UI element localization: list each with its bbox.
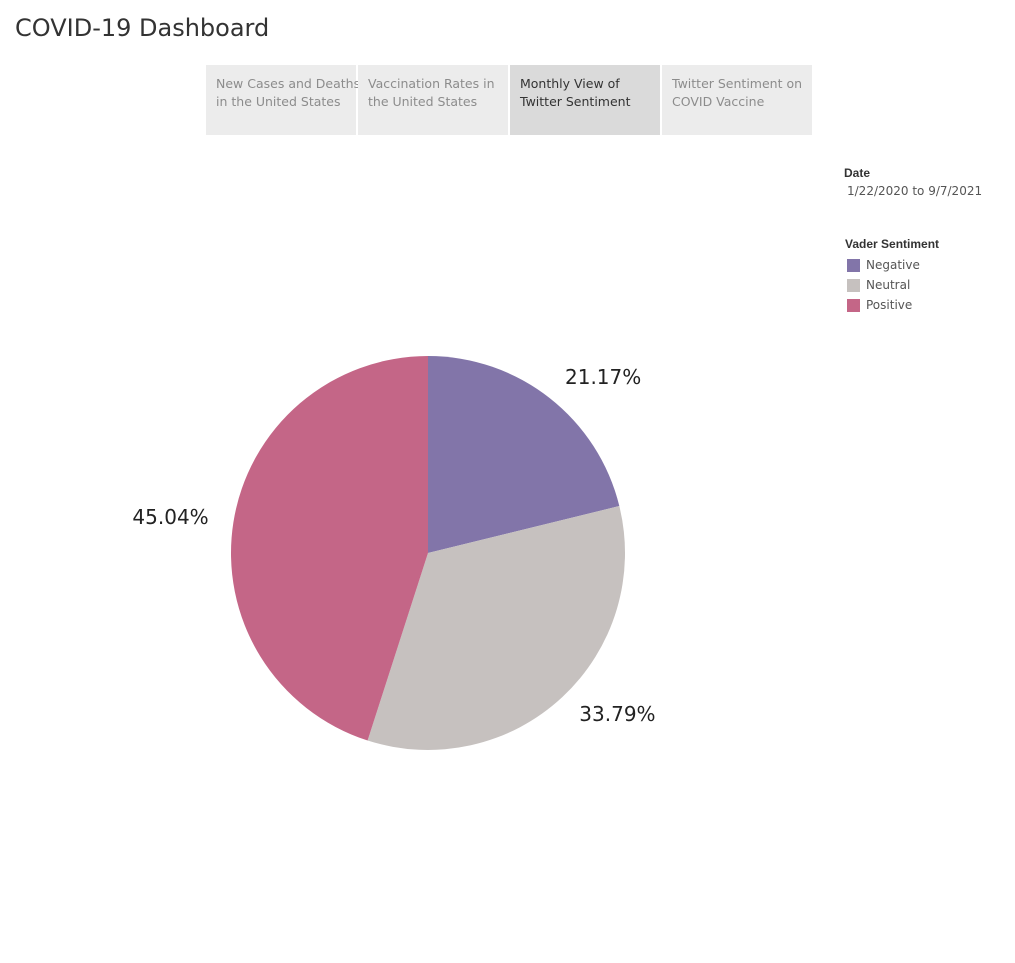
tab-label-line: Monthly View of [520, 76, 620, 91]
pie-slice-positive[interactable] [230, 356, 428, 741]
tab-label-line: New Cases and Deaths [216, 76, 361, 91]
date-filter[interactable]: Date 1/22/2020 to 9/7/2021 [844, 166, 982, 198]
pie-label-positive: 45.04% [132, 505, 208, 529]
date-filter-title: Date [844, 166, 871, 180]
pie-label-neutral: 33.79% [579, 702, 655, 726]
date-filter-value: 1/22/2020 to 9/7/2021 [847, 184, 983, 198]
legend-label: Neutral [866, 278, 911, 292]
legend-title: Vader Sentiment [845, 237, 940, 251]
tab-twitter-sentiment-vaccine[interactable]: Twitter Sentiment on COVID Vaccine [662, 65, 812, 135]
legend-swatch-negative [847, 258, 860, 272]
tab-label-line: in the United States [216, 94, 341, 109]
tab-label-line: Twitter Sentiment on [672, 76, 803, 91]
sentiment-legend: Vader Sentiment Negative Neutral Positiv… [845, 237, 939, 315]
pie-slice-negative[interactable] [428, 356, 620, 553]
tab-vaccination-rates[interactable]: Vaccination Rates in the United States [358, 65, 508, 135]
legend-item-neutral[interactable]: Neutral [847, 275, 939, 295]
tab-label-line: the United States [368, 94, 478, 109]
tab-label-line: COVID Vaccine [672, 94, 765, 109]
legend-item-positive[interactable]: Positive [847, 295, 939, 315]
tab-monthly-twitter-sentiment[interactable]: Monthly View of Twitter Sentiment [510, 65, 660, 135]
legend-item-negative[interactable]: Negative [847, 255, 939, 275]
legend-swatch-positive [847, 298, 860, 312]
legend-swatch-neutral [847, 278, 860, 292]
tab-label-line: Vaccination Rates in [368, 76, 495, 91]
tab-new-cases-deaths[interactable]: New Cases and Deaths in the United State… [206, 65, 361, 135]
legend-label: Positive [866, 298, 913, 312]
tab-label-line: Twitter Sentiment [520, 94, 631, 109]
pie-slice-neutral[interactable] [367, 506, 626, 751]
legend-label: Negative [866, 258, 920, 272]
dashboard-tab-strip: New Cases and Deaths in the United State… [206, 65, 812, 135]
dashboard-title: COVID-19 Dashboard [15, 14, 270, 42]
pie-label-negative: 21.17% [565, 365, 641, 389]
